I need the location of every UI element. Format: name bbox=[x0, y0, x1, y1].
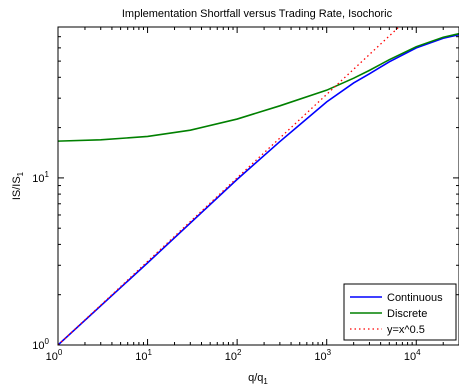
legend: Continuous Discrete y=x^0.5 bbox=[343, 283, 457, 341]
series-line-0 bbox=[58, 33, 459, 345]
x-tick-label-2: 102 bbox=[225, 348, 242, 363]
x-tick-exp-1: 1 bbox=[147, 348, 152, 357]
x-axis-label-subscript: 1 bbox=[263, 377, 268, 386]
y-tick-exp-1: 1 bbox=[45, 170, 50, 179]
legend-label-1: Discrete bbox=[387, 308, 427, 320]
x-axis-label: q/q1 bbox=[248, 372, 268, 386]
x-tick-exp-4: 4 bbox=[416, 348, 421, 357]
y-axis-label-base: IS/IS bbox=[11, 176, 23, 200]
legend-box bbox=[343, 283, 457, 341]
y-tick-base-1: 10 bbox=[32, 173, 44, 185]
y-axis-label: IS/IS1 bbox=[11, 171, 25, 200]
x-tick-label-3: 103 bbox=[314, 348, 331, 363]
x-tick-label-1: 101 bbox=[135, 348, 152, 363]
x-tick-base-1: 10 bbox=[135, 351, 147, 363]
y-tick-label-0: 100 bbox=[32, 337, 49, 352]
legend-label-2: y=x^0.5 bbox=[387, 324, 425, 336]
x-tick-label-4: 104 bbox=[404, 348, 421, 363]
legend-label-0: Continuous bbox=[387, 292, 443, 304]
x-tick-base-4: 10 bbox=[404, 351, 416, 363]
x-tick-exp-3: 3 bbox=[327, 348, 332, 357]
series-layer bbox=[58, 27, 459, 345]
x-tick-label-0: 100 bbox=[46, 348, 63, 363]
chart-title: Implementation Shortfall versus Trading … bbox=[122, 8, 393, 20]
series-line-1 bbox=[58, 32, 459, 142]
x-axis-label-base: q/q bbox=[248, 372, 263, 384]
x-tick-exp-0: 0 bbox=[58, 348, 63, 357]
legend-items: Continuous Discrete y=x^0.5 bbox=[350, 292, 443, 336]
ticks-layer bbox=[57, 26, 459, 346]
y-tick-label-1: 101 bbox=[32, 170, 49, 185]
x-tick-exp-2: 2 bbox=[237, 348, 242, 357]
series-line-2 bbox=[58, 27, 400, 345]
x-tick-base-0: 10 bbox=[46, 351, 58, 363]
x-tick-base-2: 10 bbox=[225, 351, 237, 363]
x-tick-base-3: 10 bbox=[314, 351, 326, 363]
y-axis-label-subscript: 1 bbox=[16, 171, 25, 176]
y-tick-base-0: 10 bbox=[32, 340, 44, 352]
y-tick-exp-0: 0 bbox=[45, 337, 50, 346]
